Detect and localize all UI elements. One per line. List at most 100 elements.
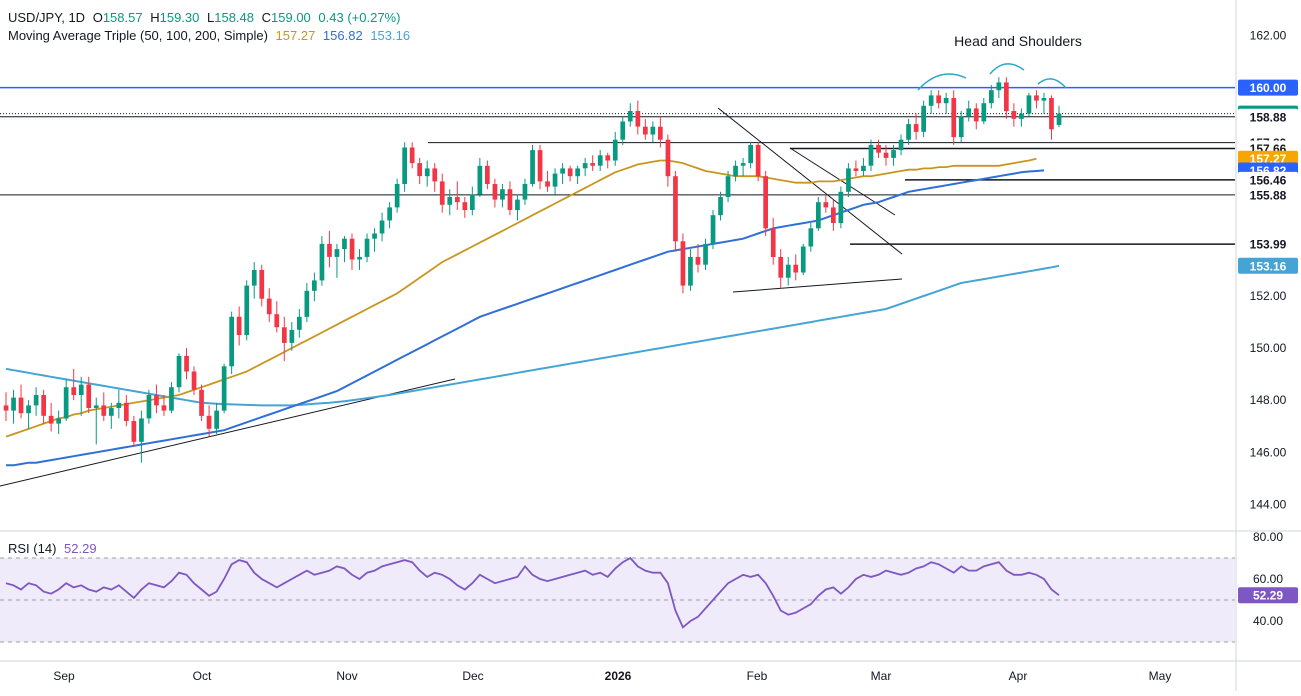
candle-body: [379, 220, 385, 234]
candle-body: [748, 144, 753, 164]
candle-body: [838, 191, 844, 224]
ma50-value: 157.27: [275, 28, 316, 43]
rsi-badge: [1238, 587, 1298, 604]
candle-body: [1041, 98, 1047, 101]
rsi-tick-label: 60.00: [1253, 572, 1283, 586]
rsi-legend-label: RSI (14): [8, 541, 57, 556]
rsi-legend: RSI (14) 52.29: [8, 541, 101, 556]
price-tick-label: 152.00: [1250, 289, 1287, 303]
candle-body: [597, 155, 603, 166]
candle-body: [740, 163, 746, 166]
candle-body: [402, 147, 407, 184]
candle-body: [1056, 113, 1062, 125]
candle-body: [334, 249, 340, 257]
rsi-line: [5, 556, 1060, 629]
candle-body: [537, 150, 543, 182]
candle-body: [1049, 98, 1054, 130]
downtrend-line-upper: [717, 107, 903, 255]
candle-body: [635, 111, 641, 127]
candle-body: [41, 395, 46, 416]
candle-body: [154, 395, 159, 406]
candle-body: [695, 256, 701, 265]
time-tick-label: Dec: [462, 669, 483, 683]
candle-body: [485, 165, 490, 184]
candle-body: [11, 397, 16, 411]
candle-body: [778, 256, 784, 278]
candle-body: [883, 152, 889, 158]
candle-body: [124, 402, 129, 421]
candle-body: [567, 168, 573, 177]
ohlc-change: 0.43 (+0.27%): [318, 10, 401, 25]
candle-body: [184, 355, 189, 372]
candle-body: [861, 165, 866, 171]
candle-body: [522, 184, 528, 200]
sma100-line: [6, 169, 1045, 467]
candle-body: [78, 384, 84, 395]
candle-body: [394, 184, 400, 208]
candle-body: [101, 405, 107, 416]
head-arc: [989, 63, 1025, 75]
candle-body: [816, 202, 821, 229]
candle-body: [1019, 113, 1024, 119]
price-badge: [1238, 79, 1298, 96]
candle-body: [462, 202, 468, 210]
candle-body: [627, 111, 633, 122]
left-shoulder-arc: [917, 73, 967, 91]
time-tick-label: Feb: [747, 669, 768, 683]
candle-body: [146, 395, 152, 419]
ma-legend: Moving Average Triple (50, 100, 200, Sim…: [8, 28, 414, 43]
candle-body: [297, 316, 302, 330]
time-tick-label: Sep: [53, 669, 75, 683]
pattern-annotation: Head and Shoulders: [954, 33, 1082, 49]
candle-body: [364, 238, 370, 257]
candle-body: [432, 168, 438, 182]
candle-body: [447, 197, 453, 205]
candle-body: [703, 243, 708, 265]
price-badge: [1238, 108, 1298, 125]
candle-body: [417, 163, 422, 177]
candle-body: [33, 395, 39, 406]
candle-body: [793, 264, 799, 273]
price-tick-label: 150.00: [1250, 341, 1287, 355]
price-badge: [1238, 171, 1298, 188]
candle-body: [650, 126, 656, 135]
ohlc-open-label: O: [92, 10, 103, 25]
candle-body: [327, 243, 332, 257]
candle-body: [342, 238, 347, 250]
ma100-value: 156.82: [322, 28, 363, 43]
candle-body: [989, 90, 994, 104]
candle-body: [620, 121, 626, 140]
candle-body: [808, 228, 814, 247]
candle-body: [763, 176, 768, 229]
candle-body: [936, 95, 941, 104]
candle-body: [868, 144, 874, 166]
candle-body: [289, 329, 295, 343]
candle-body: [48, 415, 54, 424]
candle-body: [109, 408, 114, 416]
candle-body: [913, 124, 919, 132]
price-badge: [1238, 257, 1298, 274]
price-badge: [1238, 186, 1298, 203]
downtrend-line-lower: [789, 147, 896, 216]
candle-body: [906, 124, 911, 140]
candle-body: [492, 184, 498, 200]
symbol-legend: USD/JPY, 1D O158.57 H159.30 L158.48 C159…: [8, 10, 404, 25]
candle-body: [282, 327, 287, 343]
candle-body: [116, 402, 122, 408]
candle-body: [582, 163, 588, 169]
candle-body: [71, 387, 77, 395]
candle-body: [800, 246, 806, 273]
candle-body: [552, 173, 558, 187]
rsi-tick-label: 80.00: [1253, 530, 1283, 544]
candle-body: [63, 387, 69, 419]
price-badge-label: 160.00: [1250, 81, 1287, 95]
candle-body: [605, 155, 611, 161]
candle-body: [831, 207, 836, 223]
symbol-label: USD/JPY, 1D: [8, 10, 86, 25]
candle-body: [221, 366, 227, 411]
candle-body: [349, 238, 355, 260]
candle-body: [18, 397, 24, 414]
candle-body: [500, 189, 505, 200]
rsi-tick-label: 40.00: [1253, 614, 1283, 628]
candle-body: [733, 165, 738, 177]
